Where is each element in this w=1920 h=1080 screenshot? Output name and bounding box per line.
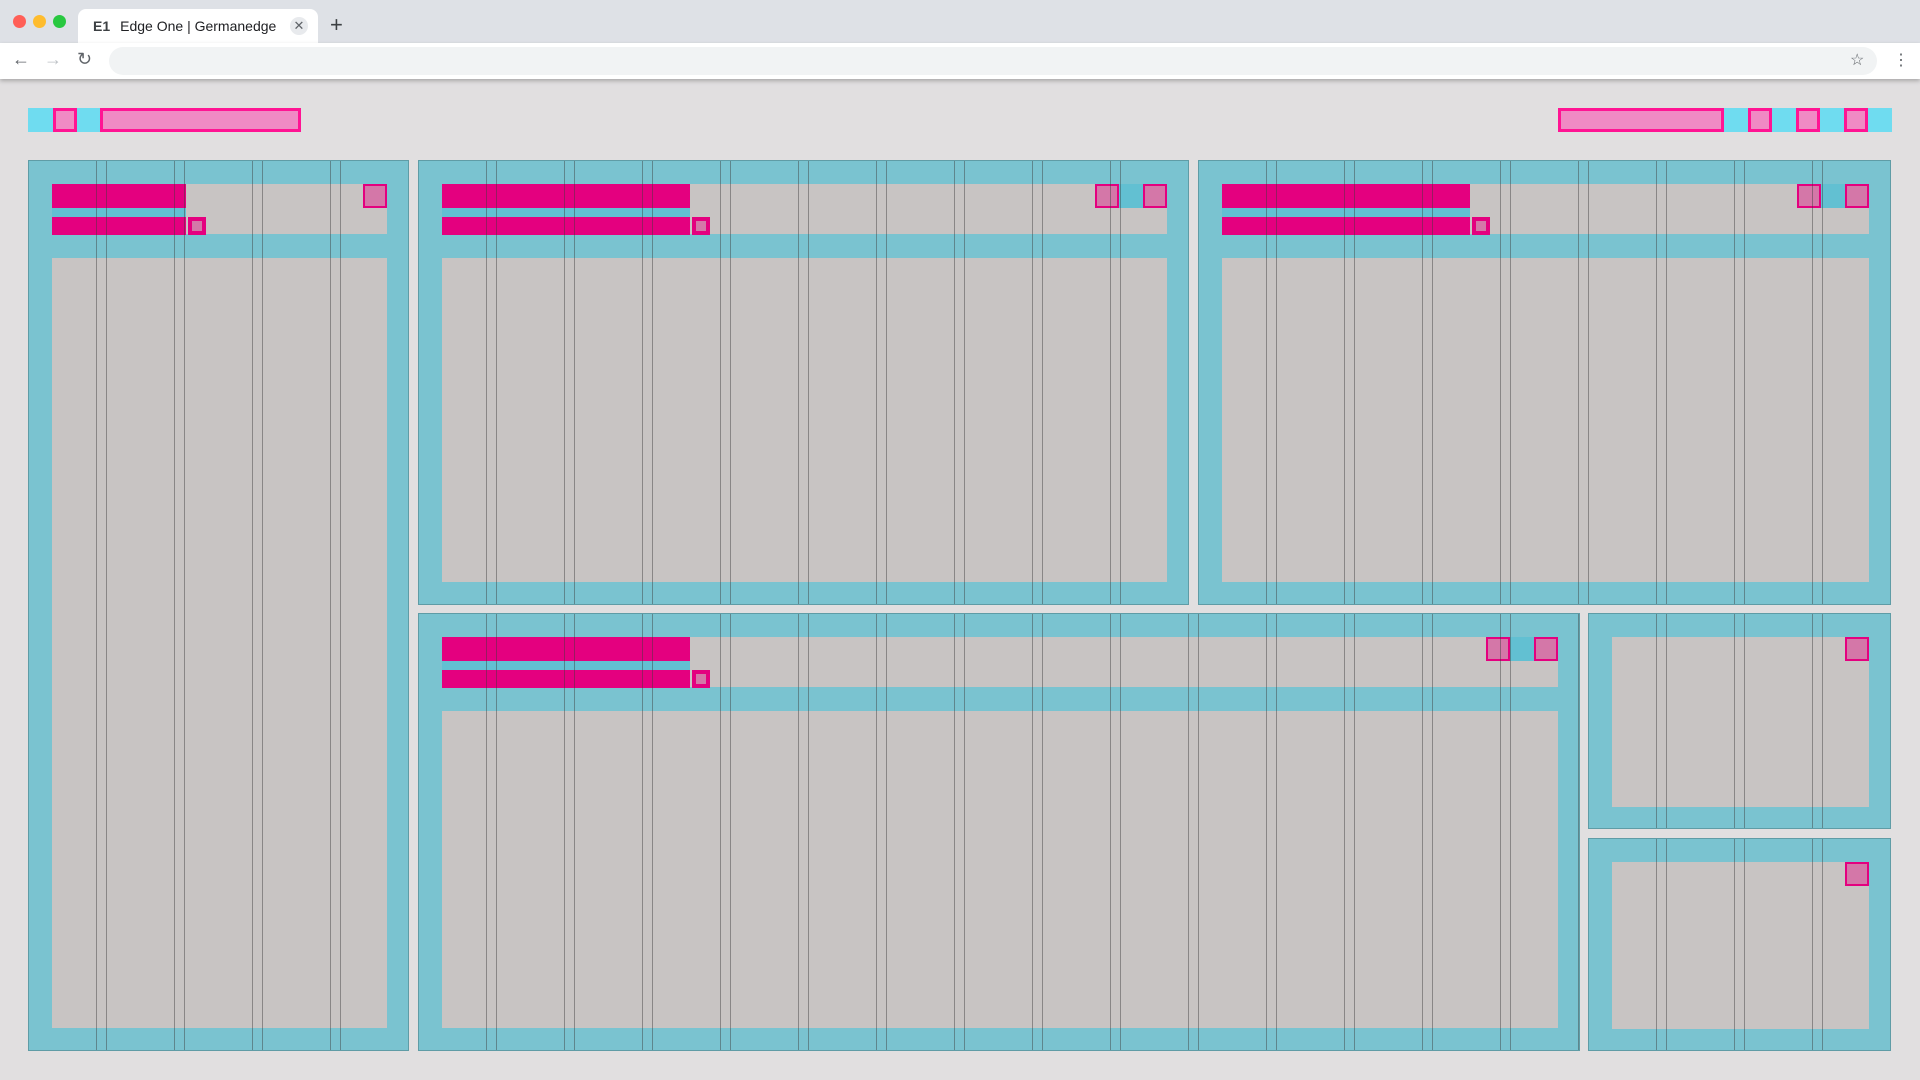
maximize-window-button[interactable]	[53, 15, 66, 28]
top-bar-left	[28, 108, 301, 132]
info-icon[interactable]	[1472, 217, 1490, 235]
widget-menu-icon[interactable]	[1143, 184, 1167, 208]
new-tab-button[interactable]: +	[330, 12, 343, 37]
settings-icon[interactable]	[1796, 108, 1820, 132]
expand-icon[interactable]	[1486, 637, 1510, 661]
browser-menu-icon[interactable]: ⋮	[1893, 52, 1909, 69]
widget-panel-4	[418, 613, 1580, 1051]
widget-title	[442, 184, 690, 208]
close-tab-icon[interactable]: ✕	[290, 17, 308, 35]
info-icon[interactable]	[188, 217, 206, 235]
app-logo	[100, 108, 301, 132]
widget-content	[442, 711, 1558, 1028]
expand-icon[interactable]	[1095, 184, 1119, 208]
browser-tab-bar: E1 Edge One | Germanedge ✕ +	[0, 0, 1920, 43]
user-avatar-icon[interactable]	[1844, 108, 1868, 132]
minimize-window-button[interactable]	[33, 15, 46, 28]
top-bar-right	[1558, 108, 1892, 132]
notification-icon[interactable]	[1748, 108, 1772, 132]
widget-menu-icon[interactable]	[1845, 862, 1869, 886]
widget-content	[1612, 862, 1869, 1029]
widget-subtitle	[1222, 217, 1470, 235]
tab-title: Edge One | Germanedge	[120, 18, 277, 34]
menu-icon[interactable]	[53, 108, 77, 132]
info-icon[interactable]	[692, 670, 710, 688]
forward-icon[interactable]: →	[44, 49, 62, 69]
search-input[interactable]	[1558, 108, 1724, 132]
widget-panel-2	[418, 160, 1189, 605]
bookmark-star-icon[interactable]: ☆	[1850, 52, 1865, 69]
widget-content	[1612, 637, 1869, 807]
widget-subtitle	[442, 217, 690, 235]
address-bar[interactable]	[109, 47, 1877, 75]
widget-menu-icon[interactable]	[363, 184, 387, 208]
widget-panel-3	[1198, 160, 1891, 605]
widget-content	[442, 258, 1167, 582]
widget-menu-icon[interactable]	[1534, 637, 1558, 661]
expand-icon[interactable]	[1797, 184, 1821, 208]
widget-menu-icon[interactable]	[1845, 184, 1869, 208]
close-window-button[interactable]	[13, 15, 26, 28]
widget-menu-icon[interactable]	[1845, 637, 1869, 661]
widget-panel-6	[1588, 838, 1891, 1051]
widget-subtitle	[52, 217, 186, 235]
widget-panel-5	[1588, 613, 1891, 829]
back-icon[interactable]: ←	[12, 49, 30, 69]
widget-panel-1	[28, 160, 409, 1051]
info-icon[interactable]	[692, 217, 710, 235]
widget-title	[1222, 184, 1470, 208]
browser-tab[interactable]: E1 Edge One | Germanedge ✕	[78, 9, 318, 43]
widget-title	[52, 184, 186, 208]
widget-content	[52, 258, 387, 1028]
widget-title	[442, 637, 690, 661]
widget-subtitle	[442, 670, 690, 688]
favicon: E1	[93, 18, 111, 34]
widget-content	[1222, 258, 1869, 582]
reload-icon[interactable]: ↻	[77, 49, 93, 69]
